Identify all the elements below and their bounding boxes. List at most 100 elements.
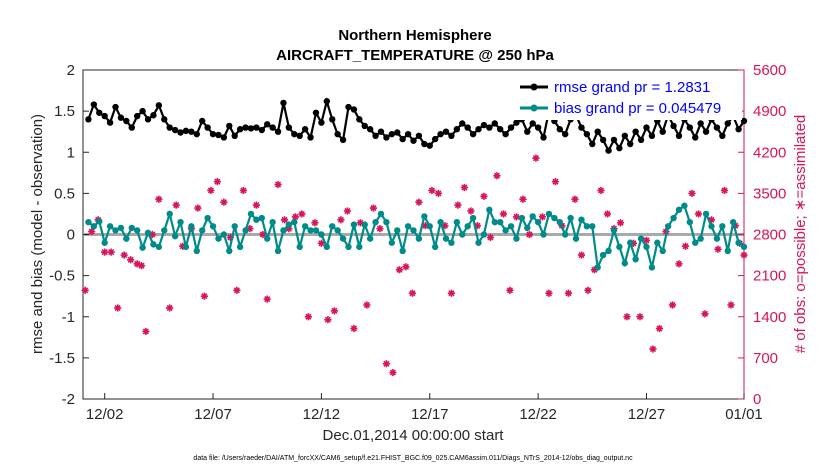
bias-point [361,221,368,228]
obs-count-point [519,195,527,203]
bias-point [502,227,509,234]
rmse-point [90,101,98,108]
bias-point [85,218,92,226]
bias-point [123,235,130,242]
legend: rmse grand pr = 1.2831 bias grand pr = 0… [512,74,742,120]
bias-point [697,235,704,242]
rmse-point [486,124,493,131]
rmse-point [469,130,477,138]
y-right-tick-label: 0 [753,391,761,408]
y-axis-right-label: # of obs: o=possible; ∗=assimilated [792,115,809,354]
x-tick-label: 12/22 [519,406,557,423]
bias-point [518,214,526,222]
bias-point [150,241,157,248]
obs-count-point [166,304,174,312]
rmse-point [372,132,379,139]
chart-title-line-1: Northern Hemisphere [338,27,491,44]
bias-point [513,235,520,242]
obs-count-point [499,210,508,218]
bias-point [198,227,206,234]
obs-count-point [382,360,391,368]
rmse-point [589,140,596,148]
bias-point [648,264,656,271]
bias-point [421,213,428,220]
x-axis-label: Dec.01,2014 00:00:00 start [323,427,505,444]
obs-count-point [389,368,397,377]
legend-box [512,74,742,120]
y-right-tick-label: 5600 [753,62,786,79]
obs-count-point [688,189,696,197]
rmse-point [404,130,412,138]
obs-count-point [551,178,560,186]
rmse-point [193,130,200,138]
chart-title-line-2: AIRCRAFT_TEMPERATURE @ 250 hPa [276,47,554,64]
bias-point [291,218,298,226]
bias-point [735,239,742,246]
bias-point [404,223,412,230]
rmse-point [247,125,255,132]
rmse-point [226,122,233,130]
bias-point [453,218,461,226]
rmse-point [161,116,168,123]
obs-count-point [142,327,150,336]
y-tick-label: 0 [67,227,75,244]
bias-point [258,214,265,222]
bias-point [578,216,585,223]
obs-count-point [81,286,89,294]
bias-point [632,255,639,263]
bias-point [166,210,173,218]
rmse-point [599,136,607,144]
rmse-point [96,109,103,116]
obs-count-point [668,301,677,309]
bias-point [112,227,119,234]
obs-count-point [415,198,423,206]
obs-count-point [324,316,332,324]
rmse-point [155,102,163,109]
obs-count-point [506,286,514,294]
rmse-point [307,134,314,141]
obs-count-point [564,289,573,297]
x-tick-label: 12/07 [194,406,232,423]
bias-point [269,218,276,226]
rmse-point [220,134,228,141]
obs-count-point [603,210,612,218]
rmse-point [692,134,699,141]
rmse-point [144,116,152,123]
obs-count-point [493,172,501,180]
bias-point [464,223,471,230]
obs-count-point [311,219,319,227]
bias-point [583,223,591,230]
bias-point [171,232,179,240]
rmse-point [524,128,531,135]
bias-point [301,223,309,230]
bias-point [383,218,390,226]
bias-point [394,227,401,234]
rmse-point [215,131,222,139]
rmse-point [437,130,444,138]
y-right-tick-label: 4200 [753,144,786,161]
bias-point [524,224,531,232]
rmse-point [334,130,341,138]
bias-point [589,223,596,230]
rmse-point [242,124,249,131]
y-tick-label: 0.5 [54,185,75,202]
obs-count-point [727,301,735,309]
bias-point [139,244,146,251]
bias-point [556,218,563,226]
bias-point [377,210,385,218]
obs-count-point [681,242,690,250]
rmse-point [648,132,656,139]
rmse-point [383,134,390,141]
rmse-point [578,124,585,131]
bias-point [540,231,547,238]
obs-count-point [623,313,631,321]
rmse-point [166,124,173,131]
bias-point [339,235,347,242]
rmse-point [388,130,396,138]
bias-point [719,223,726,230]
y-right-tick-label: 2800 [753,227,786,244]
rmse-point [361,122,368,130]
rmse-point [464,124,471,131]
rmse-point [198,117,206,125]
y-tick-label: -2 [62,391,75,408]
